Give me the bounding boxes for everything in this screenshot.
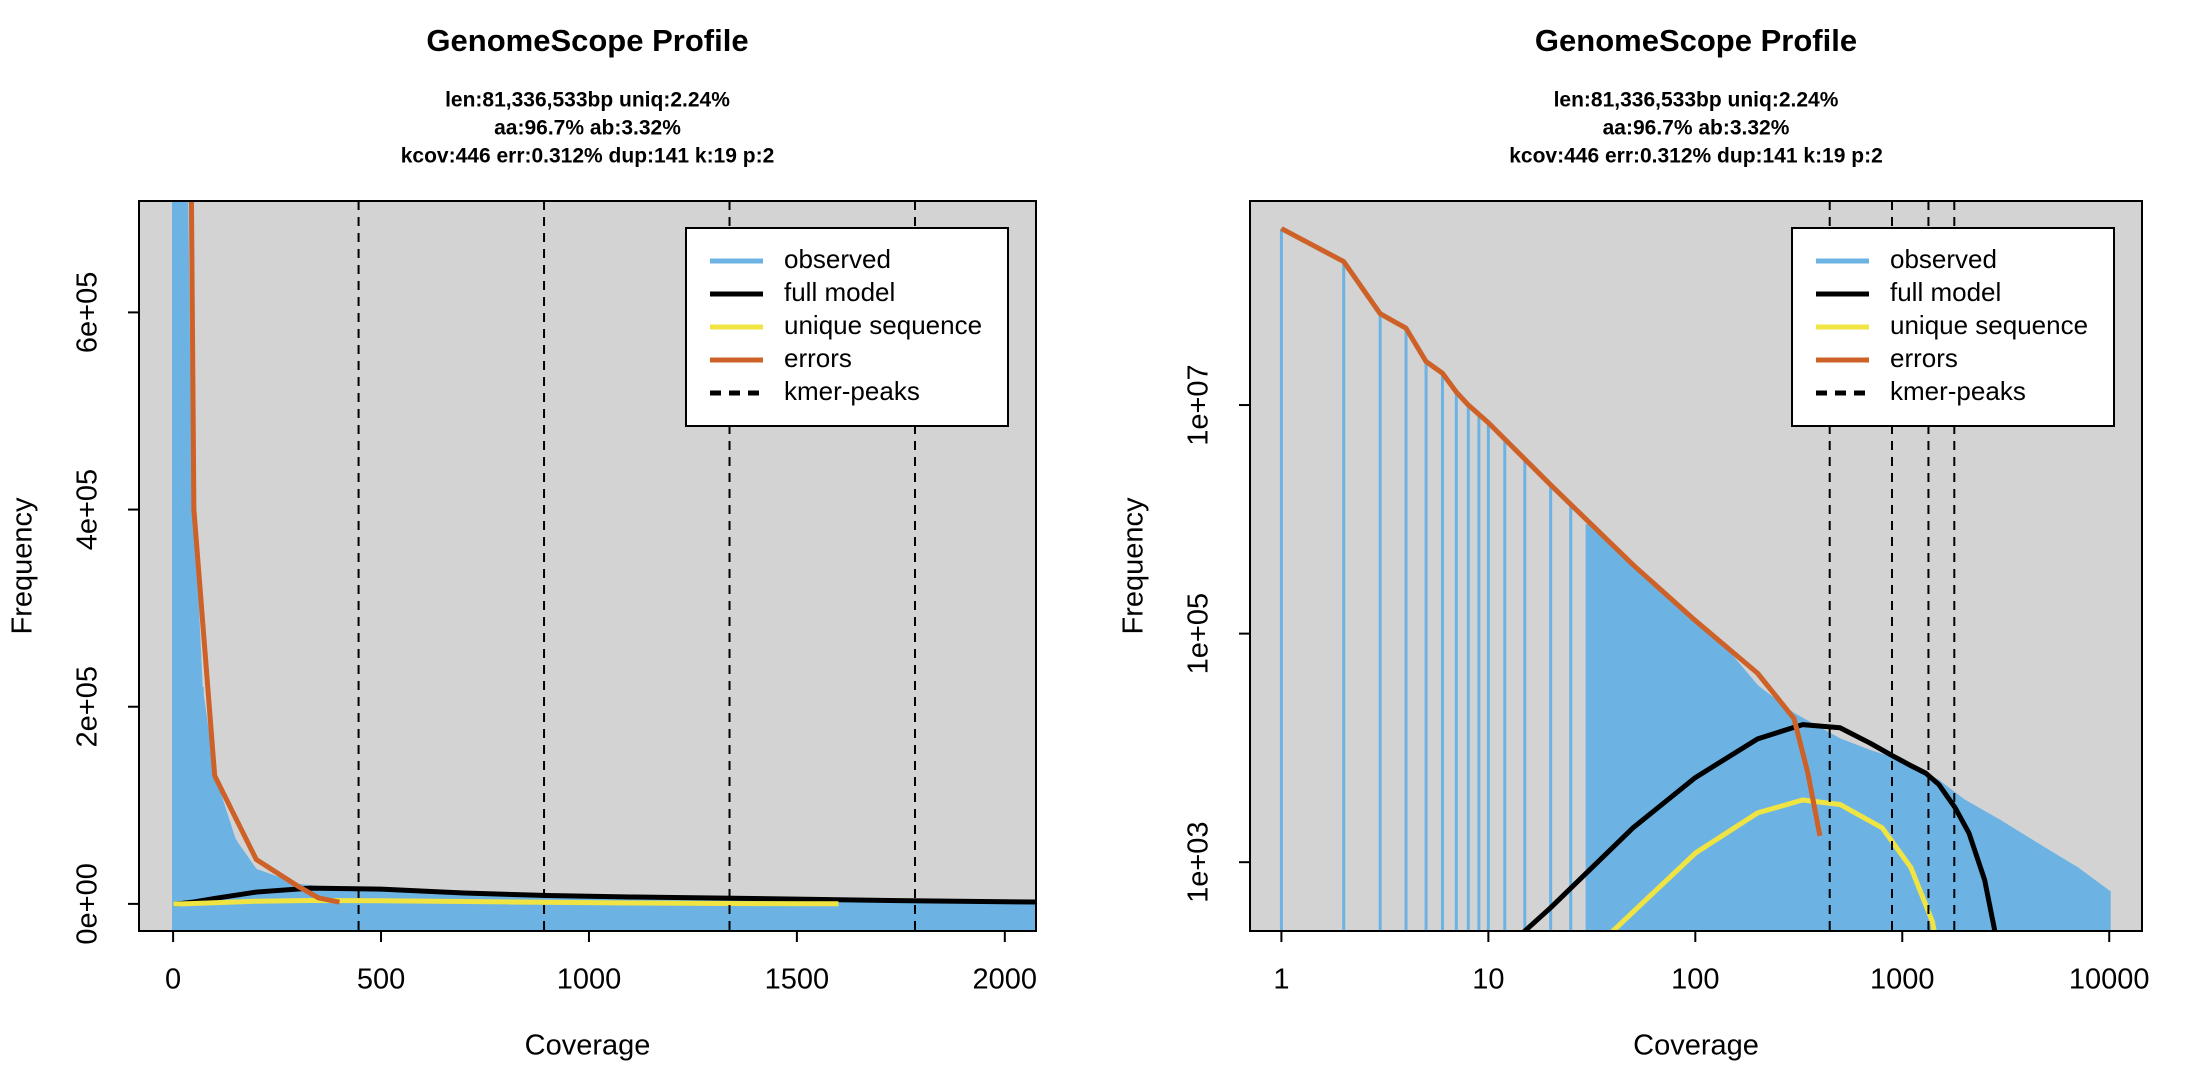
chart-title: GenomeScope Profile — [426, 23, 748, 58]
x-tick-label: 2000 — [973, 964, 1038, 996]
observed-area — [1632, 563, 1664, 931]
y-tick-label: 1e+05 — [1183, 593, 1215, 674]
chart-subtitle: len:81,336,533bp uniq:2.24% — [1554, 89, 1839, 112]
observed-area — [1731, 653, 1759, 931]
observed-area — [1662, 593, 1696, 931]
x-tick-label: 10000 — [2069, 964, 2150, 996]
x-tick-label: 1500 — [765, 964, 830, 996]
model-line — [1521, 722, 1998, 931]
x-tick-label: 1000 — [1870, 964, 1935, 996]
legend-label: errors — [784, 343, 852, 373]
chart-title: GenomeScope Profile — [1535, 23, 1857, 58]
observed-area — [1839, 738, 1871, 931]
legend-label: kmer-peaks — [784, 376, 920, 406]
observed-area — [1869, 749, 1903, 931]
x-tick-label: 500 — [357, 964, 405, 996]
x-tick-label: 0 — [165, 964, 181, 996]
legend-label: unique sequence — [784, 310, 982, 340]
chart-panel: GenomeScope Profile len:81,336,533bp uniq… — [1118, 23, 2150, 1062]
y-tick-label: 4e+05 — [72, 469, 104, 550]
y-tick-label: 2e+05 — [72, 666, 104, 747]
legend-label: full model — [784, 277, 895, 307]
model-line — [173, 897, 839, 907]
plot-area — [1279, 201, 2111, 931]
plot-frame — [138, 200, 1037, 932]
legend-label: full model — [1890, 277, 2001, 307]
chart-subtitle: kcov:446 err:0.312% dup:141 k:19 p:2 — [401, 145, 775, 168]
x-tick-label: 10 — [1472, 964, 1504, 996]
y-tick-label: 1e+03 — [1183, 821, 1215, 902]
y-tick-label: 6e+05 — [72, 272, 104, 353]
y-tick-label: 1e+07 — [1183, 364, 1215, 445]
legend-label: observed — [1890, 244, 1997, 274]
model-line — [1609, 797, 1937, 931]
observed-area — [1901, 760, 1940, 931]
y-axis-label: Frequency — [1118, 497, 1150, 635]
observed-area — [1694, 619, 1733, 931]
chart-subtitle: kcov:446 err:0.312% dup:141 k:19 p:2 — [1509, 145, 1883, 168]
model-line — [1280, 226, 1823, 837]
x-axis-label: Coverage — [525, 1030, 651, 1062]
y-axis-label: Frequency — [7, 497, 39, 635]
chart-panel: GenomeScope Profile len:81,336,533bp uniq… — [7, 23, 1038, 1062]
legend-label: observed — [784, 244, 891, 274]
observed-area — [338, 888, 382, 931]
model-line — [188, 201, 340, 905]
x-tick-label: 1000 — [557, 964, 622, 996]
x-tick-label: 100 — [1671, 964, 1719, 996]
observed-area — [1612, 547, 1634, 931]
y-tick-label: 0e+00 — [72, 863, 104, 944]
legend-label: kmer-peaks — [1890, 376, 2026, 406]
observed-area — [1586, 523, 1614, 931]
chart-subtitle: aa:96.7% ab:3.32% — [1603, 117, 1790, 140]
x-tick-label: 1 — [1273, 964, 1289, 996]
chart-subtitle: aa:96.7% ab:3.32% — [494, 117, 681, 140]
chart-subtitle: len:81,336,533bp uniq:2.24% — [445, 89, 730, 112]
legend-label: errors — [1890, 343, 1958, 373]
plot-area — [172, 201, 1036, 931]
legend-label: unique sequence — [1890, 310, 2088, 340]
x-axis-label: Coverage — [1633, 1030, 1759, 1062]
